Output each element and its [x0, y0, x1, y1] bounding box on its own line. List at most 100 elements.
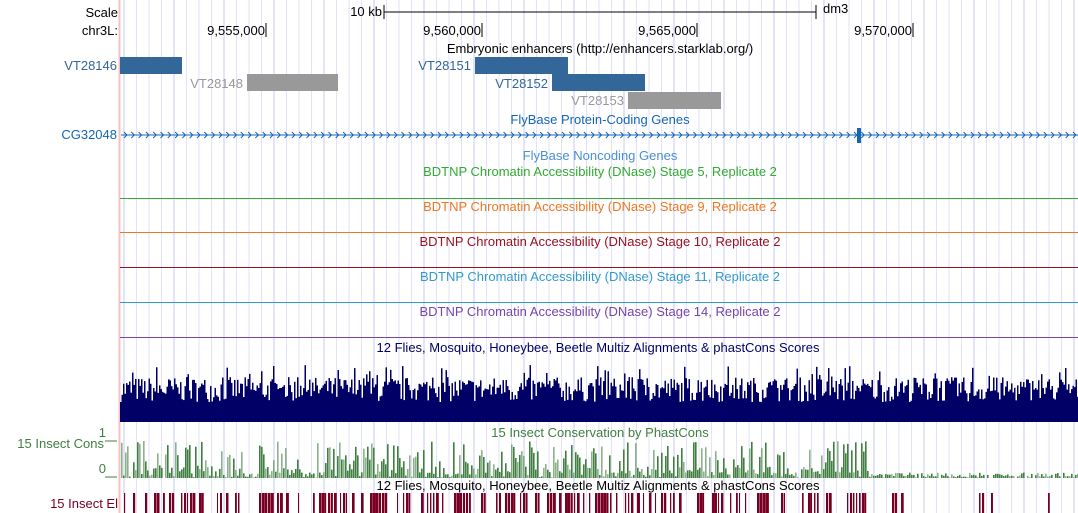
strand-arrow-icon [904, 131, 909, 139]
cons-bar [531, 447, 533, 478]
multiz-bar [265, 394, 267, 422]
strand-arrow-icon [714, 131, 720, 139]
multiz-bar [364, 385, 366, 422]
dnase-track-title[interactable]: BDTNP Chromatin Accessibility (DNase) St… [419, 269, 781, 284]
multiz-bar [1003, 395, 1005, 422]
enhancer-feature[interactable] [552, 74, 645, 91]
cons-bar [463, 444, 465, 478]
multiz-bar [823, 393, 825, 422]
multiz-bar [718, 401, 720, 422]
multiz-bar [175, 384, 177, 422]
enhancer-feature[interactable] [628, 92, 721, 109]
protein-coding-track-title[interactable]: FlyBase Protein-Coding Genes [510, 112, 690, 127]
enhancer-label[interactable]: VT28153 [571, 93, 624, 108]
enhancer-label[interactable]: VT28151 [418, 58, 471, 73]
strand-arrow-icon [430, 131, 435, 139]
multiz-bar [153, 387, 155, 422]
multiz-bar [1032, 380, 1034, 422]
enhancer-feature[interactable] [120, 57, 182, 74]
cons-bar [289, 474, 291, 478]
multiz-bar [262, 394, 264, 422]
cons-bar [369, 459, 371, 478]
multiz-bar [423, 382, 425, 422]
dnase-track-title[interactable]: BDTNP Chromatin Accessibility (DNase) St… [423, 199, 777, 214]
multiz-bar [250, 389, 252, 422]
multiz-bar [177, 387, 179, 422]
multiz-bar [865, 384, 867, 422]
cons-bar [791, 474, 793, 478]
multiz-bar [639, 369, 641, 422]
multiz-bar [1059, 372, 1061, 422]
conserved-element [730, 493, 732, 513]
multiz-bar [564, 400, 566, 422]
strand-arrow-icon [393, 131, 398, 139]
multiz-bar [856, 385, 858, 422]
cons-bar [1031, 473, 1033, 478]
cons-track-title[interactable]: 15 Insect Conservation by PhastCons [491, 425, 709, 440]
cons-bar [709, 457, 711, 478]
multiz-bar [831, 376, 833, 422]
cons-bar [645, 476, 647, 478]
multiz-bar [663, 388, 665, 422]
cons-bar [465, 461, 467, 478]
enhancer-label[interactable]: VT28152 [495, 76, 548, 91]
multiz-bar [507, 386, 509, 422]
multiz-bar [1051, 386, 1053, 422]
conserved-element [721, 493, 724, 513]
cons-bar [861, 443, 863, 478]
enhancer-label[interactable]: VT28148 [190, 76, 243, 91]
cons-bar [341, 459, 343, 478]
cons-bar [829, 450, 831, 478]
enhancers-track-title[interactable]: Embryonic enhancers (http://enhancers.st… [446, 41, 754, 56]
conserved-element [697, 493, 700, 513]
dnase-track-title[interactable]: BDTNP Chromatin Accessibility (DNase) St… [419, 304, 781, 319]
multiz-bar [331, 393, 333, 422]
multiz-bar [1021, 386, 1023, 422]
multiz-bar [909, 401, 911, 422]
noncoding-track-title[interactable]: FlyBase Noncoding Genes [522, 148, 678, 163]
multiz-bar [796, 368, 798, 422]
cons-bar [469, 474, 471, 478]
dnase-track-title[interactable]: BDTNP Chromatin Accessibility (DNase) St… [423, 164, 777, 179]
multiz-track-title[interactable]: 12 Flies, Mosquito, Honeybee, Beetle Mul… [376, 340, 820, 355]
multiz-bar [534, 383, 536, 422]
gene-label[interactable]: CG32048 [61, 127, 117, 142]
cons-bar [497, 467, 499, 478]
cons-bar [405, 475, 407, 478]
conserved-element [469, 493, 471, 513]
cons-bar [875, 475, 877, 478]
cons-bar [563, 458, 565, 478]
cons-bar [447, 474, 449, 478]
strand-arrow-icon [1036, 131, 1041, 139]
cons-bar [585, 459, 587, 478]
cons-track-label[interactable]: 15 Insect Cons [17, 436, 104, 451]
elements-track-label[interactable]: 15 Insect El [50, 496, 118, 511]
enhancer-feature[interactable] [475, 57, 568, 74]
cons-bar [1019, 475, 1021, 478]
multiz-bar [685, 378, 687, 422]
multiz-track-title-2[interactable]: 12 Flies, Mosquito, Honeybee, Beetle Mul… [376, 478, 820, 493]
tick-label: 9,565,000 [638, 23, 696, 38]
cons-bar [231, 476, 233, 478]
multiz-bar [940, 381, 942, 422]
strand-arrow-icon [408, 131, 413, 139]
multiz-bar [414, 388, 416, 422]
strand-arrow-icon [824, 131, 829, 139]
cons-bar [911, 474, 913, 478]
conserved-element [481, 493, 484, 513]
strand-arrow-icon [466, 131, 471, 139]
strand-arrow-icon [919, 131, 924, 139]
multiz-bar [424, 384, 426, 422]
cons-bar [499, 471, 501, 478]
cons-bar [879, 474, 881, 478]
cons-bar [345, 455, 347, 478]
cons-bar [831, 460, 833, 478]
cons-bar [701, 448, 703, 478]
enhancer-feature[interactable] [247, 74, 338, 91]
multiz-bar [1074, 387, 1076, 422]
multiz-bar [918, 387, 920, 422]
cons-bar [683, 462, 685, 478]
dnase-track-title[interactable]: BDTNP Chromatin Accessibility (DNase) St… [419, 234, 781, 249]
enhancer-label[interactable]: VT28146 [64, 58, 117, 73]
